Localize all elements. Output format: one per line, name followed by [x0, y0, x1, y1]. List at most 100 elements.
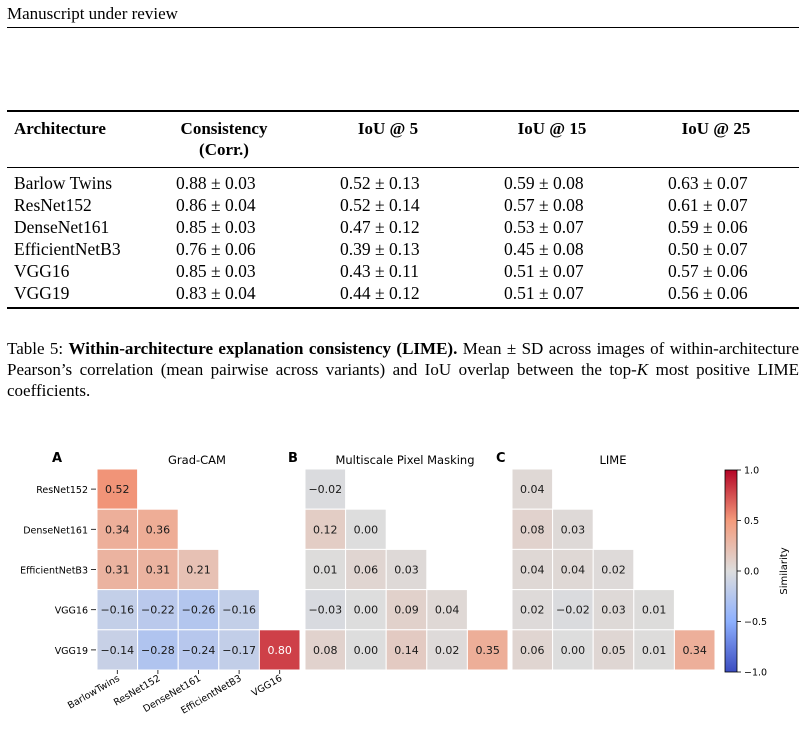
cell-value: 0.01: [642, 604, 667, 617]
caption-body-1: Mean ± SD across images of within-archit…: [7, 339, 800, 379]
colorbar: [724, 469, 738, 673]
cell-value: 0.01: [642, 644, 667, 657]
column-header-line: Consistency: [180, 119, 268, 138]
running-header: Manuscript under review: [7, 4, 178, 23]
cell-value: 0.00: [354, 644, 379, 657]
table-cell: 0.56 ± 0.06: [668, 283, 748, 303]
row-label: Barlow Twins: [14, 173, 113, 193]
cell-value: 0.04: [520, 483, 545, 496]
column-header: IoU @ 15: [472, 118, 632, 139]
table-cell: 0.44 ± 0.12: [340, 283, 420, 303]
cell-value: −0.16: [100, 604, 134, 617]
cell-value: 0.04: [435, 604, 460, 617]
cell-value: 0.52: [105, 483, 130, 496]
table-cell: 0.83 ± 0.04: [176, 283, 256, 303]
heatmap-cell: [96, 508, 139, 550]
column-header-line: (Corr.): [199, 140, 249, 159]
caption-label: Table 5:: [7, 339, 64, 358]
heatmap-cell: [552, 508, 594, 550]
table-cell: 0.52 ± 0.13: [340, 173, 420, 193]
table-cell: 0.57 ± 0.06: [668, 261, 748, 281]
colorbar-tick-label: 0.5: [744, 516, 759, 527]
table-cell: 0.51 ± 0.07: [504, 283, 584, 303]
row-label: EfficientNetB3: [14, 239, 121, 259]
heatmap-cell: [511, 508, 554, 550]
heatmap-cell: [511, 468, 554, 510]
row-label: VGG19: [14, 283, 70, 303]
panel-title: Grad-CAM: [168, 453, 226, 467]
header-rule: [7, 27, 799, 28]
column-header-line: IoU @ 5: [357, 119, 419, 138]
heatmap-cell: [385, 548, 428, 591]
cell-value: 0.06: [354, 564, 379, 577]
cell-value: 0.02: [601, 564, 626, 577]
row-label: DenseNet161: [14, 217, 110, 237]
table-cell: 0.59 ± 0.06: [668, 217, 748, 237]
cell-value: 0.09: [394, 604, 419, 617]
cell-value: 0.01: [313, 564, 338, 577]
cell-value: 0.34: [682, 644, 707, 657]
cell-value: −0.02: [308, 483, 342, 496]
heatmap-cell: [552, 589, 594, 631]
cell-value: 0.06: [520, 644, 545, 657]
column-header-line: IoU @ 15: [517, 119, 587, 138]
row-label: ResNet152: [14, 195, 92, 215]
cell-value: 0.04: [520, 564, 545, 577]
colorbar-tick-label: 1.0: [744, 466, 759, 477]
cell-value: −0.02: [556, 604, 590, 617]
heatmap-cell: [177, 629, 220, 671]
heatmap-cell: [96, 548, 139, 591]
heatmap-cell: [304, 548, 347, 591]
col-tick-label: BarlowTwins: [66, 673, 122, 712]
cell-value: −0.03: [308, 604, 342, 617]
heatmap-cell: [137, 629, 179, 671]
table-cell: 0.45 ± 0.08: [504, 239, 584, 259]
table-cell: 0.57 ± 0.08: [504, 195, 584, 215]
cell-value: −0.22: [141, 604, 175, 617]
cell-value: 0.36: [146, 523, 171, 536]
table-cell: 0.43 ± 0.11: [340, 261, 419, 281]
cell-value: −0.17: [222, 644, 256, 657]
cell-value: 0.00: [561, 644, 586, 657]
table-cell: 0.53 ± 0.07: [504, 217, 584, 237]
table-caption: Table 5: Within-architecture explanation…: [7, 338, 799, 401]
table-cell: 0.50 ± 0.07: [668, 239, 748, 259]
table-mid-rule: [7, 167, 799, 168]
heatmap-cell: [137, 508, 179, 550]
cell-value: 0.02: [435, 644, 460, 657]
panel-title: Multiscale Pixel Masking: [335, 453, 474, 467]
cell-value: 0.00: [354, 523, 379, 536]
table-cell: 0.86 ± 0.04: [176, 195, 256, 215]
colorbar-tick-label: −1.0: [744, 668, 767, 679]
cell-value: 0.04: [561, 564, 586, 577]
table-cell: 0.39 ± 0.13: [340, 239, 420, 259]
table-cell: 0.76 ± 0.06: [176, 239, 256, 259]
heatmap-cell: [511, 629, 554, 671]
table-cell: 0.63 ± 0.07: [668, 173, 748, 193]
cell-value: 0.35: [475, 644, 500, 657]
panel-letter: A: [52, 451, 62, 466]
caption-title: Within-architecture explanation consiste…: [68, 339, 458, 358]
table-cell: 0.61 ± 0.07: [668, 195, 748, 215]
column-header: IoU @ 25: [636, 118, 796, 139]
cell-value: 0.12: [313, 523, 338, 536]
cell-value: 0.03: [561, 523, 586, 536]
cell-value: 0.05: [601, 644, 626, 657]
cell-value: 0.03: [394, 564, 419, 577]
colorbar-label: Similarity: [779, 547, 790, 594]
table-cell: 0.51 ± 0.07: [504, 261, 584, 281]
heatmap-cell: [345, 629, 387, 671]
caption-k: K: [636, 360, 649, 379]
heatmap-cell: [258, 629, 301, 671]
heatmap-cell: [592, 629, 635, 671]
heatmap-cell: [218, 589, 260, 631]
heatmap-cell: [552, 548, 594, 591]
heatmap-cell: [385, 629, 428, 671]
column-header-line: Architecture: [14, 119, 106, 138]
row-label: VGG16: [14, 261, 70, 281]
heatmap-cell: [304, 629, 347, 671]
row-tick-label: VGG16: [55, 606, 88, 617]
cell-value: 0.21: [186, 564, 211, 577]
heatmap-cell: [552, 629, 594, 671]
